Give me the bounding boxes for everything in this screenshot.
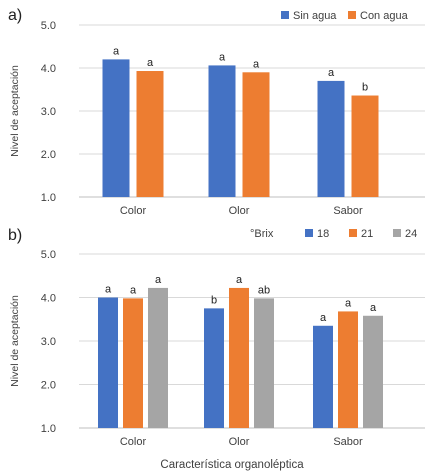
y-tick-label: 2.0 (41, 149, 56, 161)
x-axis-label: Característica organoléptica (160, 459, 304, 471)
significance-label: a (253, 58, 260, 70)
y-tick-label: 2.0 (41, 380, 56, 392)
significance-label: a (320, 312, 327, 324)
x-tick-label: Olor (229, 205, 250, 217)
significance-label: a (328, 67, 335, 79)
legend-label: 21 (361, 228, 373, 240)
bar (229, 287, 249, 428)
bar (102, 59, 130, 198)
y-tick-label: 5.0 (41, 20, 56, 32)
y-axis-label: Nivel de aceptación (9, 295, 21, 387)
legend-swatch (393, 229, 401, 237)
panel-label: a) (8, 7, 22, 24)
y-tick-label: 1.0 (41, 192, 56, 204)
x-tick-label: Color (120, 205, 147, 217)
bar (148, 287, 168, 428)
significance-label: b (362, 82, 368, 94)
bar (98, 297, 118, 428)
bar (242, 72, 270, 197)
bar (254, 298, 274, 428)
y-tick-label: 1.0 (41, 423, 56, 435)
legend-swatch (349, 229, 357, 237)
significance-label: a (370, 302, 377, 314)
legend-swatch (281, 11, 289, 19)
bar (208, 65, 236, 197)
x-tick-label: Color (120, 436, 147, 448)
bar (136, 71, 164, 197)
significance-label: a (219, 51, 226, 63)
y-tick-label: 4.0 (41, 293, 56, 305)
bar (313, 325, 333, 428)
y-tick-label: 4.0 (41, 63, 56, 75)
significance-label: a (147, 57, 154, 69)
significance-label: b (211, 294, 217, 306)
significance-label: a (105, 284, 112, 296)
significance-label: a (345, 297, 352, 309)
significance-label: a (130, 284, 137, 296)
y-tick-label: 3.0 (41, 106, 56, 118)
x-tick-label: Sabor (333, 436, 363, 448)
bar (338, 311, 358, 428)
panel-label: b) (8, 227, 22, 244)
bar (204, 308, 224, 428)
legend-label: 18 (317, 228, 329, 240)
x-tick-label: Sabor (333, 205, 363, 217)
legend-label: 24 (405, 228, 417, 240)
y-tick-label: 5.0 (41, 249, 56, 261)
bar (317, 80, 345, 197)
significance-label: a (155, 274, 162, 286)
significance-label: a (113, 45, 120, 57)
y-axis-label: Nivel de aceptación (9, 65, 21, 157)
bar (351, 95, 379, 197)
legend-label: Con agua (360, 10, 409, 22)
legend-label: Sin agua (293, 10, 337, 22)
significance-label: a (236, 274, 243, 286)
y-tick-label: 3.0 (41, 336, 56, 348)
bar (123, 298, 143, 428)
legend-swatch (305, 229, 313, 237)
significance-label: ab (258, 284, 270, 296)
legend-swatch (348, 11, 356, 19)
legend-title: °Brix (250, 228, 274, 240)
x-tick-label: Olor (229, 436, 250, 448)
bar (363, 315, 383, 428)
